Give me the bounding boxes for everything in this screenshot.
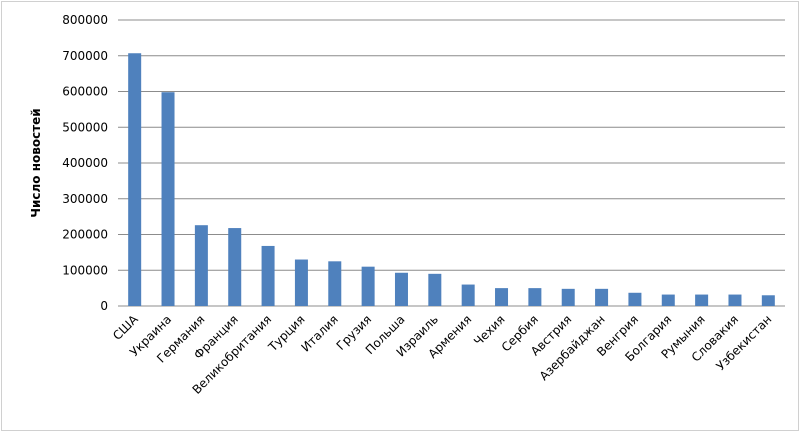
bar (628, 292, 642, 306)
bar (294, 259, 308, 306)
y-tick-label: 300000 (62, 192, 108, 206)
y-axis-label: Число новостей (29, 108, 43, 217)
bar (595, 288, 609, 306)
bar (261, 245, 275, 306)
bar (361, 266, 375, 306)
bar (128, 53, 142, 307)
bar (461, 284, 475, 306)
y-tick-label: 700000 (62, 49, 108, 63)
y-tick-label: 800000 (62, 13, 108, 27)
bar (228, 228, 242, 306)
bar (661, 294, 675, 306)
y-tick-label: 200000 (62, 228, 108, 242)
y-tick-label: 0 (100, 299, 108, 313)
y-tick-label: 600000 (62, 85, 108, 99)
bar (761, 295, 775, 306)
y-tick-label: 500000 (62, 120, 108, 134)
bar (695, 294, 709, 306)
bar (428, 273, 442, 306)
bar (394, 272, 408, 306)
bar (194, 225, 208, 306)
bar (161, 92, 175, 306)
bar (328, 261, 342, 306)
bar (528, 288, 542, 306)
bar (728, 294, 742, 306)
bar (495, 288, 509, 306)
y-tick-label: 400000 (62, 156, 108, 170)
y-tick-label: 100000 (62, 263, 108, 277)
bar (561, 288, 575, 306)
